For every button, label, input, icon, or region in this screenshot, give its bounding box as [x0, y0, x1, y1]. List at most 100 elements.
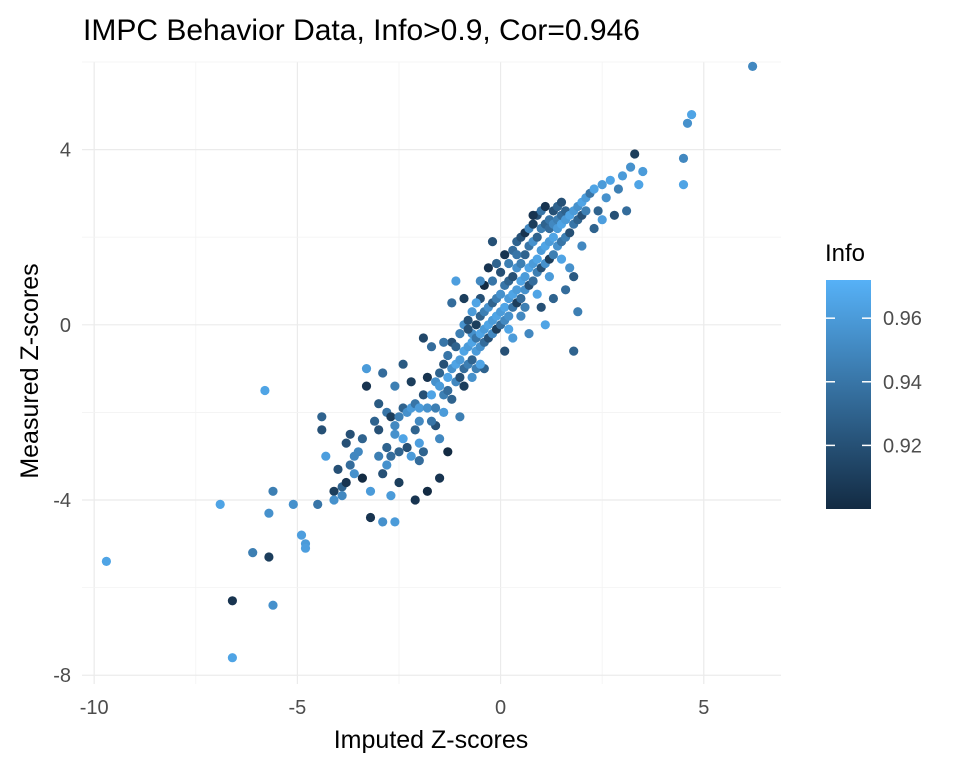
data-point — [687, 110, 697, 120]
grid-lines — [82, 61, 781, 684]
data-point — [520, 272, 530, 282]
data-point — [321, 451, 331, 461]
data-point — [589, 184, 599, 194]
data-point — [561, 285, 571, 295]
y-axis-title: Measured Z-scores — [16, 263, 44, 478]
legend-tick-label: 0.92 — [883, 435, 922, 457]
data-point — [390, 517, 400, 527]
data-point — [313, 499, 323, 509]
data-point — [678, 153, 689, 163]
data-point — [426, 342, 437, 352]
data-point — [378, 517, 388, 527]
x-axis-ticks: -10 -5 0 5 — [80, 697, 710, 719]
data-point — [556, 254, 567, 264]
data-point — [268, 600, 278, 610]
data-point — [386, 491, 396, 501]
chart-title: IMPC Behavior Data, Info>0.9, Cor=0.946 — [83, 14, 640, 47]
legend-tick-label: 0.94 — [883, 372, 922, 394]
data-point — [451, 342, 461, 352]
data-point — [569, 272, 579, 282]
data-point — [402, 442, 412, 453]
legend-title: Info — [825, 240, 865, 267]
data-point — [622, 206, 632, 216]
data-point — [341, 438, 351, 448]
data-point — [422, 403, 432, 413]
data-point — [467, 355, 477, 365]
data-point — [528, 276, 538, 286]
data-point — [443, 372, 453, 382]
data-point — [748, 61, 758, 71]
y-tick-label: -8 — [53, 665, 71, 687]
data-point — [418, 447, 428, 457]
data-points — [101, 61, 758, 663]
data-point — [374, 399, 384, 409]
data-point — [264, 508, 274, 518]
data-point — [435, 434, 445, 444]
data-point — [459, 293, 469, 304]
data-point — [406, 451, 416, 461]
data-point — [455, 355, 465, 365]
data-point — [382, 442, 392, 453]
data-point — [475, 359, 485, 369]
data-point — [540, 201, 550, 212]
data-point — [329, 495, 339, 505]
data-point — [443, 385, 453, 396]
data-point — [483, 263, 493, 273]
data-point — [496, 267, 506, 277]
data-point — [455, 372, 465, 382]
data-point — [447, 298, 457, 308]
data-point — [296, 530, 307, 540]
data-point — [426, 416, 437, 426]
data-point — [504, 324, 514, 334]
data-point — [227, 596, 237, 606]
data-point — [443, 350, 453, 361]
data-point — [475, 276, 485, 286]
data-point — [435, 473, 445, 483]
data-point — [215, 499, 225, 509]
data-point — [565, 263, 575, 273]
data-point — [414, 456, 424, 466]
data-point — [491, 258, 502, 269]
data-point — [439, 337, 449, 347]
data-point — [487, 237, 498, 247]
data-point — [487, 276, 498, 286]
data-point — [443, 447, 453, 457]
data-point — [471, 298, 481, 308]
data-point — [548, 232, 559, 242]
data-point — [455, 329, 465, 339]
data-point — [410, 495, 420, 505]
data-point — [565, 228, 575, 238]
data-point — [573, 307, 583, 317]
data-point — [357, 434, 367, 444]
data-point — [300, 543, 311, 553]
data-point — [532, 289, 542, 299]
data-point — [524, 329, 534, 339]
data-point — [418, 333, 428, 343]
data-point — [101, 556, 111, 567]
data-point — [508, 272, 518, 282]
legend-colorbar — [826, 280, 871, 509]
data-point — [455, 412, 465, 422]
data-point — [536, 302, 546, 312]
data-point — [361, 364, 372, 374]
data-point — [508, 333, 518, 343]
data-point — [459, 381, 469, 391]
data-point — [378, 469, 388, 479]
data-point — [260, 385, 270, 396]
data-point — [439, 359, 449, 369]
data-point — [467, 372, 477, 382]
data-point — [394, 477, 404, 488]
data-point — [516, 293, 526, 304]
data-point — [500, 302, 510, 312]
x-tick-label: -5 — [288, 697, 306, 719]
data-point — [544, 272, 555, 282]
data-point — [333, 464, 343, 474]
data-point — [365, 486, 376, 496]
data-point — [264, 552, 274, 562]
data-point — [345, 429, 355, 439]
data-point — [435, 381, 445, 391]
data-point — [386, 412, 396, 422]
legend-ticks: 0.92 0.94 0.96 — [826, 308, 922, 457]
data-point — [349, 451, 359, 461]
